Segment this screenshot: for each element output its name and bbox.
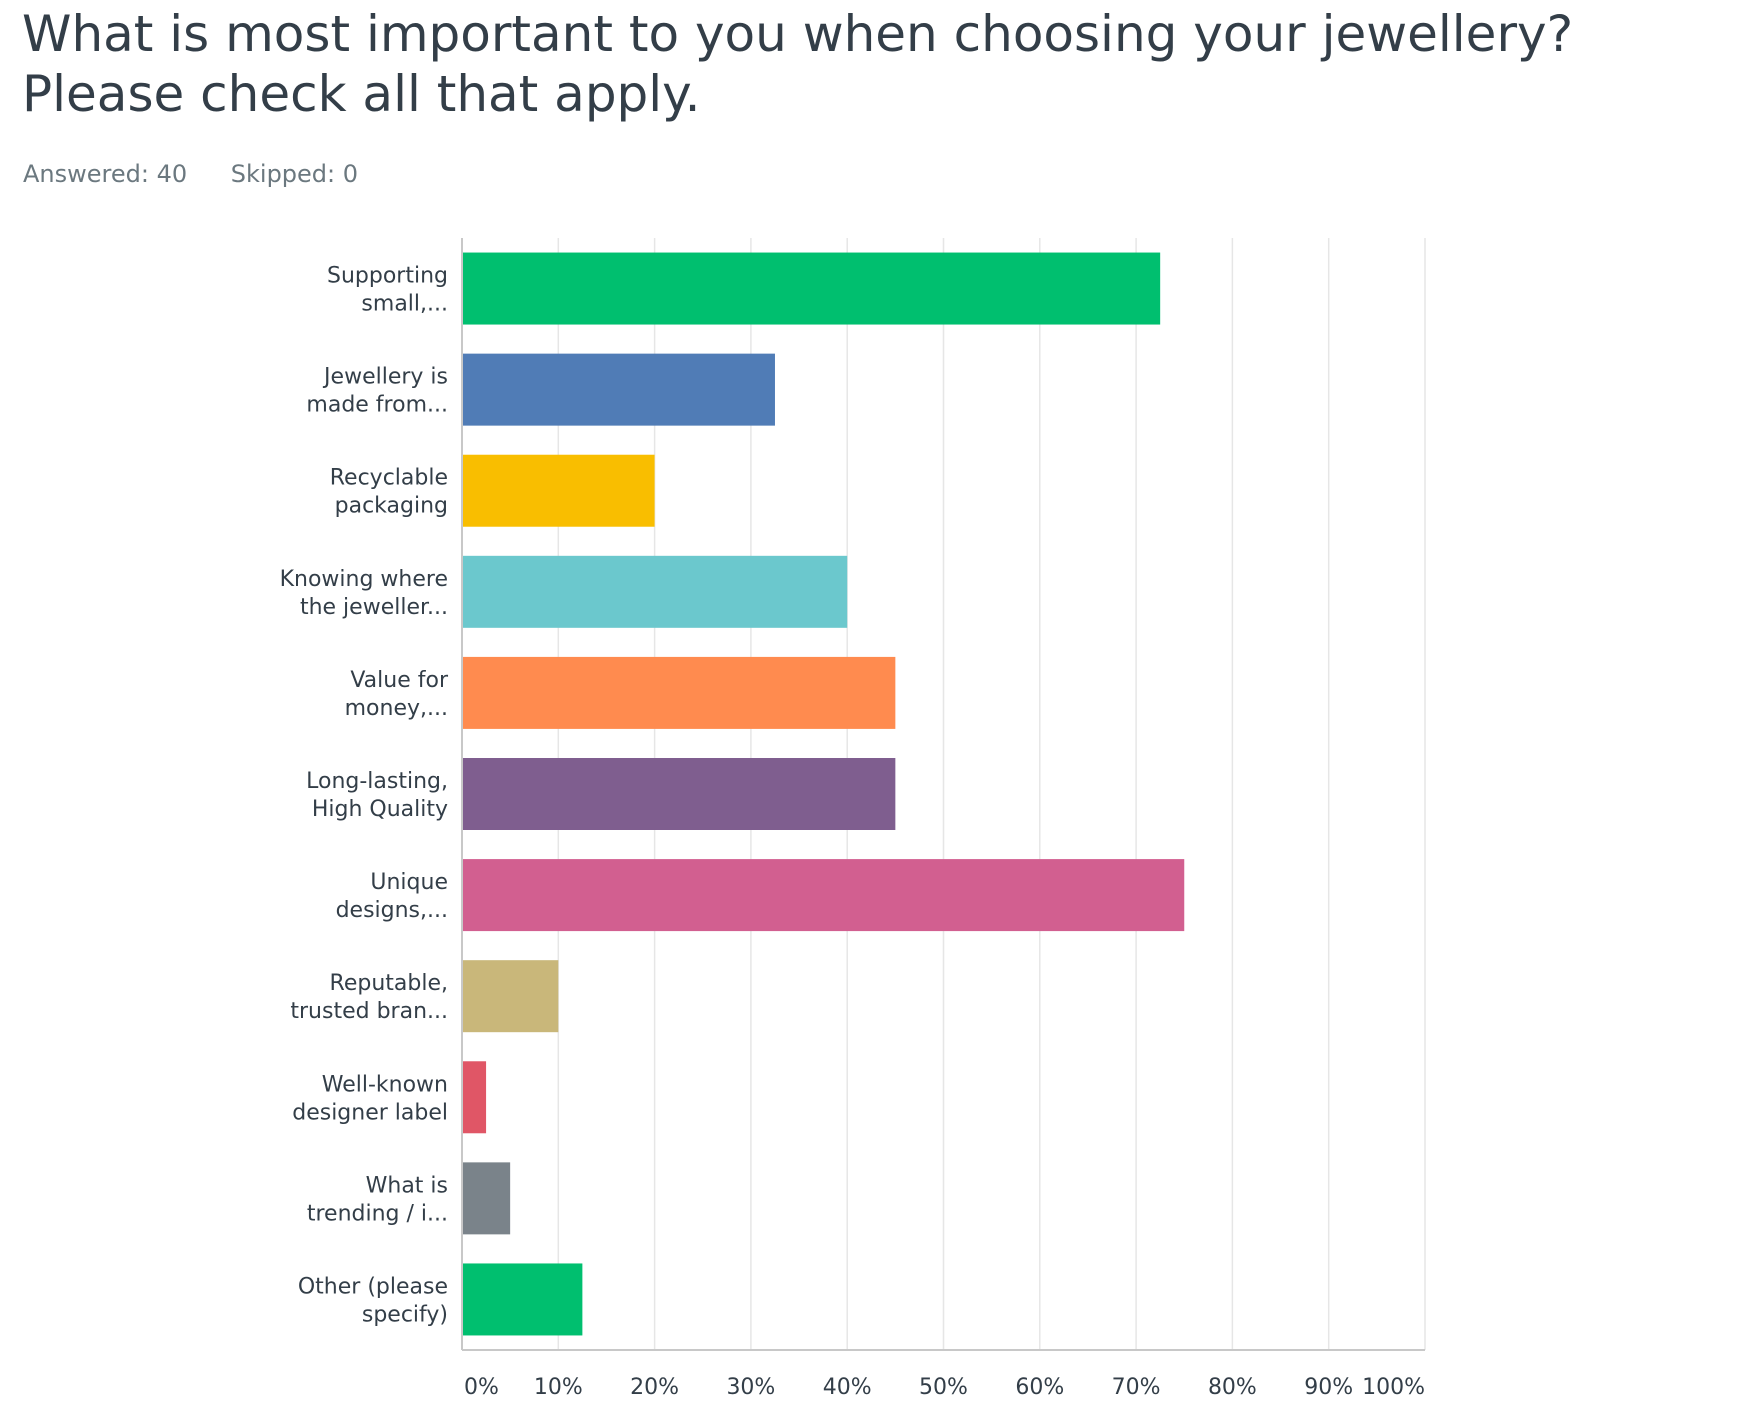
skipped-count: Skipped: 0 xyxy=(230,160,359,188)
category-label: Supporting xyxy=(327,264,448,289)
x-tick-label: 50% xyxy=(919,1375,968,1400)
category-label: High Quality xyxy=(312,797,448,822)
question-title: What is most important to you when choos… xyxy=(22,5,1574,123)
bar xyxy=(463,1162,511,1235)
bar xyxy=(463,656,896,729)
x-tick-label: 100% xyxy=(1362,1375,1425,1400)
bar xyxy=(463,454,655,527)
category-label: trending / i... xyxy=(307,1201,448,1226)
category-label: What is xyxy=(366,1173,448,1198)
bar xyxy=(463,252,1161,325)
category-label: Recyclable xyxy=(330,466,448,491)
category-label: Jewellery is xyxy=(322,365,448,390)
x-tick-label: 90% xyxy=(1304,1375,1353,1400)
bar xyxy=(463,758,896,830)
x-tick-label: 30% xyxy=(726,1375,775,1400)
category-label: Long-lasting, xyxy=(306,769,448,794)
bar xyxy=(463,1061,487,1134)
x-tick-label: 20% xyxy=(630,1375,679,1400)
category-label: Other (please xyxy=(298,1274,448,1299)
category-label: Value for xyxy=(350,668,449,693)
bar xyxy=(463,555,848,628)
category-label: trusted bran... xyxy=(290,999,448,1024)
x-tick-label: 60% xyxy=(1015,1375,1064,1400)
category-label: designs,... xyxy=(336,898,448,923)
category-label: money,... xyxy=(345,696,448,721)
bar xyxy=(463,1263,583,1336)
category-label: packaging xyxy=(335,494,448,519)
category-label: Knowing where xyxy=(280,567,448,592)
x-tick-label: 40% xyxy=(823,1375,872,1400)
category-label: designer label xyxy=(292,1100,448,1125)
bar xyxy=(463,353,775,426)
bar xyxy=(463,960,559,1033)
category-label: small,... xyxy=(361,292,448,317)
category-label: specify) xyxy=(362,1302,448,1327)
category-label: Unique xyxy=(370,870,448,895)
response-stats: Answered: 40 Skipped: 0 xyxy=(23,160,394,188)
x-tick-label: 70% xyxy=(1112,1375,1161,1400)
category-label: Reputable, xyxy=(330,971,448,996)
category-label: made from... xyxy=(306,393,448,418)
bar xyxy=(463,859,1185,932)
x-tick-label: 80% xyxy=(1208,1375,1257,1400)
category-label: the jeweller... xyxy=(300,595,448,620)
category-label: Well-known xyxy=(322,1072,448,1097)
answered-count: Answered: 40 xyxy=(23,160,188,188)
x-tick-label: 10% xyxy=(534,1375,583,1400)
x-tick-label: 0% xyxy=(464,1375,499,1400)
